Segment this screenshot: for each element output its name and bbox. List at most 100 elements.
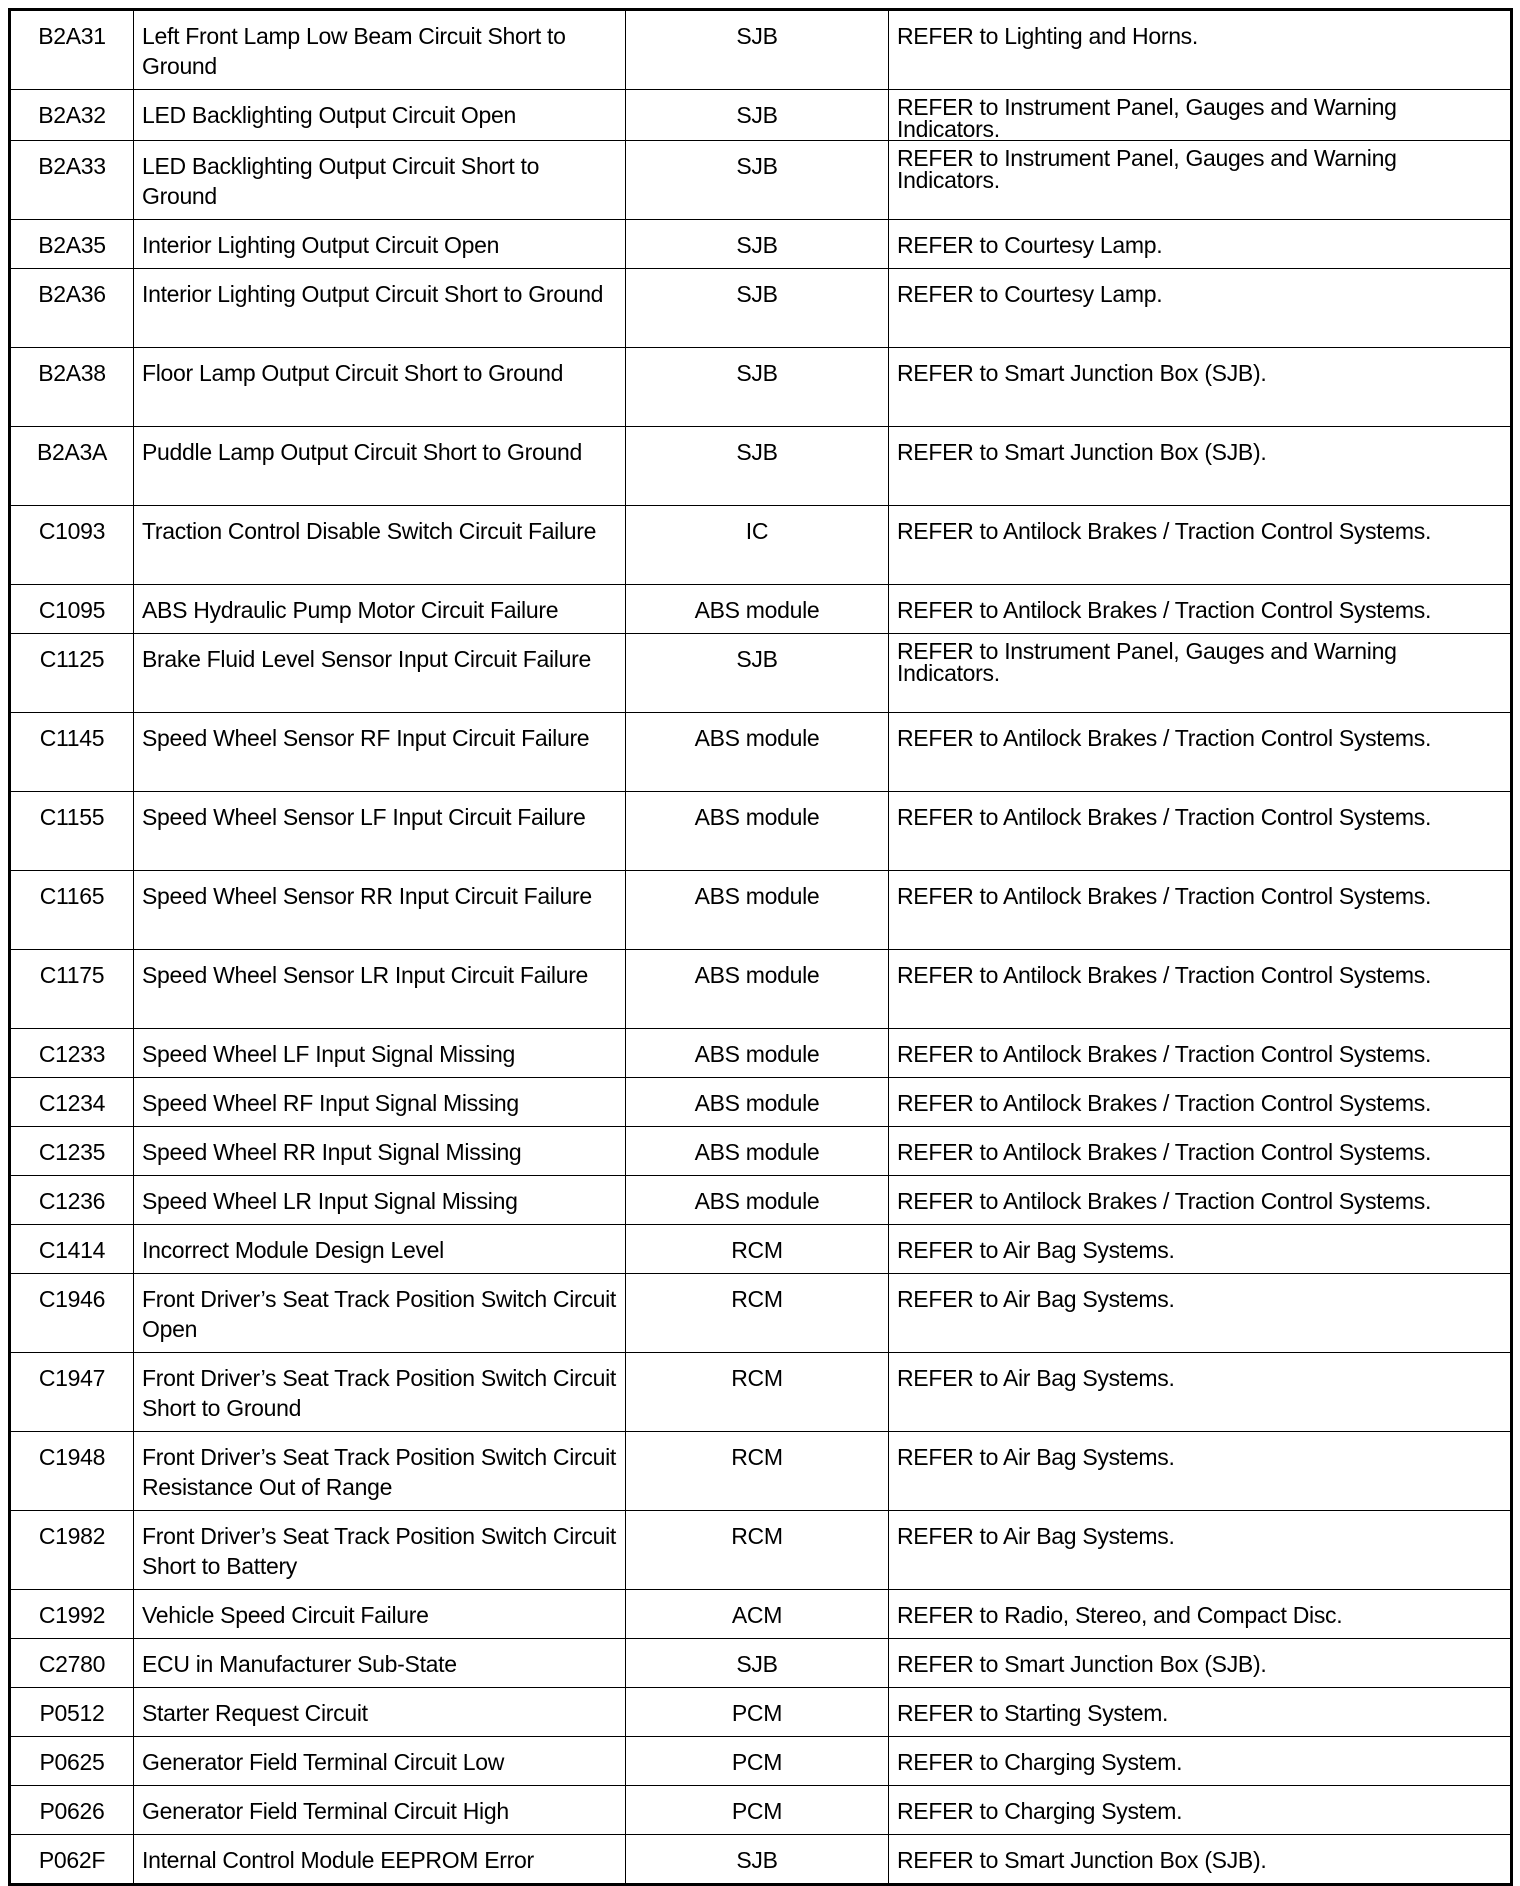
dtc-code: B2A32: [9, 89, 134, 141]
dtc-code: P0625: [9, 1736, 134, 1786]
table-row: C1235 Speed Wheel RR Input Signal Missing…: [9, 1126, 1512, 1176]
table-row: C1236 Speed Wheel LR Input Signal Missing…: [9, 1175, 1512, 1225]
dtc-action: REFER to Smart Junction Box (SJB).: [888, 347, 1512, 427]
dtc-description: Speed Wheel LR Input Signal Missing: [133, 1175, 626, 1225]
dtc-code: B2A31: [9, 9, 134, 90]
dtc-description: Speed Wheel Sensor RR Input Circuit Fail…: [133, 870, 626, 950]
dtc-module: SJB: [625, 89, 889, 141]
dtc-module: PCM: [625, 1736, 889, 1786]
dtc-description: LED Backlighting Output Circuit Short to…: [133, 140, 626, 220]
dtc-module: SJB: [625, 140, 889, 220]
dtc-description: LED Backlighting Output Circuit Open: [133, 89, 626, 141]
dtc-module: ABS module: [625, 1028, 889, 1078]
dtc-action: REFER to Antilock Brakes / Traction Cont…: [888, 712, 1512, 792]
dtc-module: ABS module: [625, 949, 889, 1029]
table-row: P062F Internal Control Module EEPROM Erro…: [9, 1834, 1512, 1885]
dtc-description: ECU in Manufacturer Sub-State: [133, 1638, 626, 1688]
dtc-code: B2A38: [9, 347, 134, 427]
dtc-module: SJB: [625, 268, 889, 348]
table-row: C1145 Speed Wheel Sensor RF Input Circuit…: [9, 712, 1512, 792]
dtc-module: SJB: [625, 9, 889, 90]
dtc-description: Starter Request Circuit: [133, 1687, 626, 1737]
dtc-module: SJB: [625, 347, 889, 427]
dtc-code: C2780: [9, 1638, 134, 1688]
dtc-module: SJB: [625, 633, 889, 713]
dtc-description: Interior Lighting Output Circuit Open: [133, 219, 626, 269]
dtc-module: RCM: [625, 1224, 889, 1274]
dtc-action: REFER to Antilock Brakes / Traction Cont…: [888, 505, 1512, 585]
dtc-module: SJB: [625, 1638, 889, 1688]
dtc-action: REFER to Antilock Brakes / Traction Cont…: [888, 870, 1512, 950]
dtc-code: C1234: [9, 1077, 134, 1127]
dtc-action: REFER to Courtesy Lamp.: [888, 268, 1512, 348]
dtc-action: REFER to Charging System.: [888, 1785, 1512, 1835]
table-row: C1095 ABS Hydraulic Pump Motor Circuit Fa…: [9, 584, 1512, 634]
dtc-code: C1947: [9, 1352, 134, 1432]
table-row: C1125 Brake Fluid Level Sensor Input Circ…: [9, 633, 1512, 713]
dtc-action: REFER to Air Bag Systems.: [888, 1224, 1512, 1274]
dtc-table-body: B2A31 Left Front Lamp Low Beam Circuit Sh…: [9, 9, 1512, 1885]
dtc-module: PCM: [625, 1785, 889, 1835]
dtc-code: C1236: [9, 1175, 134, 1225]
table-row: C1165 Speed Wheel Sensor RR Input Circuit…: [9, 870, 1512, 950]
dtc-module: ABS module: [625, 870, 889, 950]
dtc-code: C1165: [9, 870, 134, 950]
dtc-action: REFER to Smart Junction Box (SJB).: [888, 1638, 1512, 1688]
dtc-module: ABS module: [625, 584, 889, 634]
dtc-module: SJB: [625, 426, 889, 506]
dtc-module: ABS module: [625, 1175, 889, 1225]
dtc-action: REFER to Antilock Brakes / Traction Cont…: [888, 1175, 1512, 1225]
dtc-action: REFER to Antilock Brakes / Traction Cont…: [888, 791, 1512, 871]
table-row: B2A33 LED Backlighting Output Circuit Sho…: [9, 140, 1512, 220]
table-row: B2A35 Interior Lighting Output Circuit Op…: [9, 219, 1512, 269]
dtc-description: Speed Wheel Sensor RF Input Circuit Fail…: [133, 712, 626, 792]
table-row: C1155 Speed Wheel Sensor LF Input Circuit…: [9, 791, 1512, 871]
dtc-action: REFER to Courtesy Lamp.: [888, 219, 1512, 269]
dtc-action: REFER to Air Bag Systems.: [888, 1431, 1512, 1511]
table-row: C1175 Speed Wheel Sensor LR Input Circuit…: [9, 949, 1512, 1029]
dtc-code: C1946: [9, 1273, 134, 1353]
table-row: P0625 Generator Field Terminal Circuit Lo…: [9, 1736, 1512, 1786]
dtc-description: Internal Control Module EEPROM Error: [133, 1834, 626, 1885]
dtc-code: C1125: [9, 633, 134, 713]
dtc-module: ABS module: [625, 791, 889, 871]
dtc-module: RCM: [625, 1273, 889, 1353]
dtc-module: SJB: [625, 1834, 889, 1885]
table-row: B2A32 LED Backlighting Output Circuit Ope…: [9, 89, 1512, 141]
dtc-description: Speed Wheel Sensor LR Input Circuit Fail…: [133, 949, 626, 1029]
dtc-description: Front Driver’s Seat Track Position Switc…: [133, 1431, 626, 1511]
dtc-description: Front Driver’s Seat Track Position Switc…: [133, 1510, 626, 1590]
dtc-description: Incorrect Module Design Level: [133, 1224, 626, 1274]
dtc-description: ABS Hydraulic Pump Motor Circuit Failure: [133, 584, 626, 634]
dtc-action: REFER to Air Bag Systems.: [888, 1352, 1512, 1432]
dtc-code: C1155: [9, 791, 134, 871]
dtc-action: REFER to Smart Junction Box (SJB).: [888, 1834, 1512, 1885]
dtc-code: P0512: [9, 1687, 134, 1737]
dtc-description: Speed Wheel RR Input Signal Missing: [133, 1126, 626, 1176]
table-row: C1947 Front Driver’s Seat Track Position …: [9, 1352, 1512, 1432]
table-row: B2A36 Interior Lighting Output Circuit Sh…: [9, 268, 1512, 348]
dtc-module: PCM: [625, 1687, 889, 1737]
dtc-module: SJB: [625, 219, 889, 269]
dtc-description: Speed Wheel RF Input Signal Missing: [133, 1077, 626, 1127]
dtc-code: P0626: [9, 1785, 134, 1835]
dtc-description: Interior Lighting Output Circuit Short t…: [133, 268, 626, 348]
dtc-description: Front Driver’s Seat Track Position Switc…: [133, 1352, 626, 1432]
table-row: C1946 Front Driver’s Seat Track Position …: [9, 1273, 1512, 1353]
dtc-code: C1095: [9, 584, 134, 634]
dtc-action: REFER to Air Bag Systems.: [888, 1273, 1512, 1353]
dtc-code: C1982: [9, 1510, 134, 1590]
dtc-module: ABS module: [625, 1077, 889, 1127]
dtc-code: C1093: [9, 505, 134, 585]
dtc-code: C1235: [9, 1126, 134, 1176]
dtc-code: C1233: [9, 1028, 134, 1078]
dtc-module: ABS module: [625, 712, 889, 792]
table-row: C1093 Traction Control Disable Switch Cir…: [9, 505, 1512, 585]
dtc-description: Vehicle Speed Circuit Failure: [133, 1589, 626, 1639]
table-row: C1233 Speed Wheel LF Input Signal Missing…: [9, 1028, 1512, 1078]
dtc-description: Speed Wheel LF Input Signal Missing: [133, 1028, 626, 1078]
table-row: C1414 Incorrect Module Design Level RCM REF…: [9, 1224, 1512, 1274]
table-row: C1992 Vehicle Speed Circuit Failure ACM REF…: [9, 1589, 1512, 1639]
dtc-code: C1145: [9, 712, 134, 792]
dtc-code: C1948: [9, 1431, 134, 1511]
